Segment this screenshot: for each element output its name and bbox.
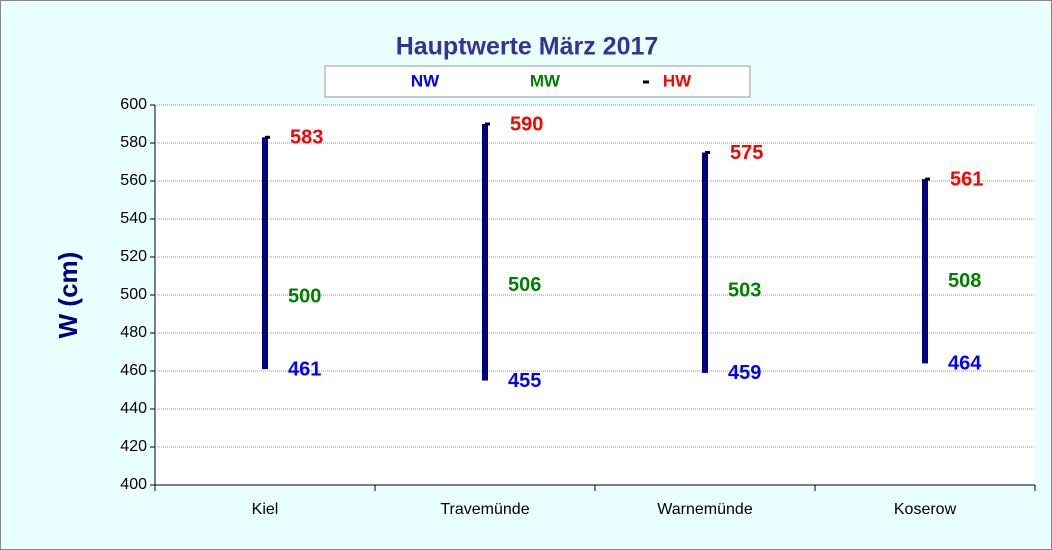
- data-label: 575: [730, 142, 763, 164]
- y-tick-label: 460: [120, 362, 147, 379]
- x-tick-label: Warnemünde: [657, 501, 753, 518]
- hilo-bar: [482, 124, 488, 381]
- x-tick-label: Travemünde: [440, 501, 529, 518]
- x-tick-label: Koserow: [894, 501, 957, 518]
- data-label: 503: [728, 280, 761, 302]
- data-label: 500: [288, 285, 321, 307]
- legend-label: HW: [663, 71, 692, 90]
- data-label: 561: [950, 168, 983, 190]
- hilo-bar: [262, 137, 268, 370]
- data-label: 464: [948, 353, 982, 375]
- y-tick-label: 500: [120, 286, 147, 303]
- y-tick-label: 600: [120, 96, 147, 113]
- data-label: 506: [508, 274, 541, 296]
- legend-label: MW: [530, 71, 561, 90]
- y-tick-label: 480: [120, 324, 147, 341]
- chart-title: Hauptwerte März 2017: [396, 33, 659, 61]
- data-label: 583: [290, 127, 323, 149]
- y-tick-label: 440: [120, 400, 147, 417]
- data-label: 590: [510, 113, 543, 135]
- legend-label: NW: [411, 71, 440, 90]
- data-label: 455: [508, 370, 541, 392]
- hilo-bar: [702, 152, 708, 373]
- data-label: 459: [728, 362, 761, 384]
- legend: [324, 65, 751, 98]
- data-label: 461: [288, 358, 321, 380]
- y-tick-label: 540: [120, 210, 147, 227]
- y-axis-label: W (cm): [53, 252, 83, 339]
- x-tick-label: Kiel: [252, 501, 279, 518]
- data-label: 508: [948, 270, 981, 292]
- y-tick-label: 520: [120, 248, 147, 265]
- y-tick-label: 400: [120, 476, 147, 493]
- y-tick-label: 420: [120, 438, 147, 455]
- hilo-bar: [922, 179, 928, 364]
- y-tick-label: 580: [120, 134, 147, 151]
- y-tick-label: 560: [120, 172, 147, 189]
